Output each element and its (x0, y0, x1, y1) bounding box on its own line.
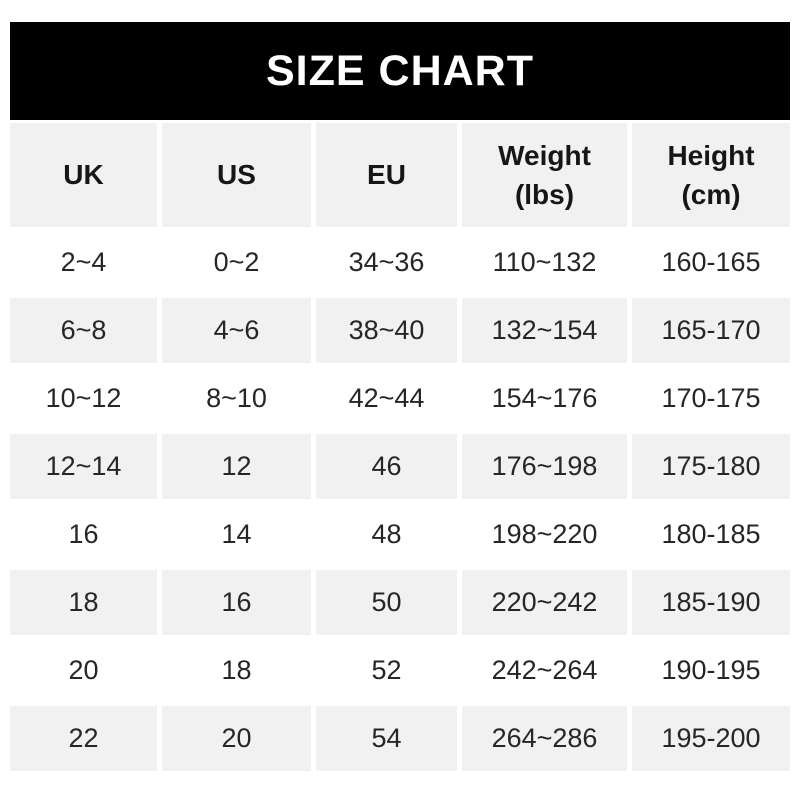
table-row: 20 18 52 242~264 190-195 (10, 638, 790, 703)
size-chart-banner: SIZE CHART (10, 22, 790, 120)
column-header-eu: EU (316, 123, 457, 227)
table-cell-uk: 2~4 (10, 230, 157, 295)
table-cell-weight: 154~176 (462, 366, 627, 431)
table-row: 22 20 54 264~286 195-200 (10, 706, 790, 771)
table-cell-us: 0~2 (162, 230, 311, 295)
table-cell-eu: 42~44 (316, 366, 457, 431)
table-cell-weight: 198~220 (462, 502, 627, 567)
column-header-weight: Weight (lbs) (462, 123, 627, 227)
table-row: 18 16 50 220~242 185-190 (10, 570, 790, 635)
page-title: SIZE CHART (266, 46, 534, 95)
table-cell-uk: 20 (10, 638, 157, 703)
table-cell-eu: 46 (316, 434, 457, 499)
table-cell-us: 12 (162, 434, 311, 499)
table-cell-eu: 54 (316, 706, 457, 771)
table-row: 2~4 0~2 34~36 110~132 160-165 (10, 230, 790, 295)
header-row: UK US EU Weight (lbs) Height (cm) (10, 123, 790, 227)
table-cell-weight: 176~198 (462, 434, 627, 499)
table-cell-weight: 264~286 (462, 706, 627, 771)
column-header-us: US (162, 123, 311, 227)
table-cell-weight: 132~154 (462, 298, 627, 363)
table-cell-height: 190-195 (632, 638, 790, 703)
table-cell-uk: 18 (10, 570, 157, 635)
table-cell-height: 165-170 (632, 298, 790, 363)
size-table: UK US EU Weight (lbs) Height (cm) 2~4 0~2 34~36 1… (5, 120, 795, 774)
table-cell-weight: 242~264 (462, 638, 627, 703)
table-cell-weight: 220~242 (462, 570, 627, 635)
table-cell-weight: 110~132 (462, 230, 627, 295)
table-cell-height: 170-175 (632, 366, 790, 431)
table-cell-uk: 10~12 (10, 366, 157, 431)
table-cell-height: 160-165 (632, 230, 790, 295)
table-cell-us: 4~6 (162, 298, 311, 363)
table-cell-eu: 38~40 (316, 298, 457, 363)
table-cell-uk: 12~14 (10, 434, 157, 499)
column-header-uk: UK (10, 123, 157, 227)
table-row: 16 14 48 198~220 180-185 (10, 502, 790, 567)
table-cell-eu: 52 (316, 638, 457, 703)
column-header-height: Height (cm) (632, 123, 790, 227)
table-cell-us: 16 (162, 570, 311, 635)
table-cell-uk: 6~8 (10, 298, 157, 363)
table-row: 12~14 12 46 176~198 175-180 (10, 434, 790, 499)
table-cell-us: 14 (162, 502, 311, 567)
table-cell-us: 20 (162, 706, 311, 771)
table-body: 2~4 0~2 34~36 110~132 160-165 6~8 4~6 38~40 132~… (10, 230, 790, 771)
table-cell-height: 180-185 (632, 502, 790, 567)
table-cell-eu: 50 (316, 570, 457, 635)
table-cell-height: 195-200 (632, 706, 790, 771)
table-cell-height: 175-180 (632, 434, 790, 499)
table-row: 10~12 8~10 42~44 154~176 170-175 (10, 366, 790, 431)
table-cell-eu: 48 (316, 502, 457, 567)
table-cell-height: 185-190 (632, 570, 790, 635)
table-cell-uk: 16 (10, 502, 157, 567)
table-row: 6~8 4~6 38~40 132~154 165-170 (10, 298, 790, 363)
table-cell-us: 8~10 (162, 366, 311, 431)
table-cell-eu: 34~36 (316, 230, 457, 295)
table-cell-uk: 22 (10, 706, 157, 771)
table-cell-us: 18 (162, 638, 311, 703)
